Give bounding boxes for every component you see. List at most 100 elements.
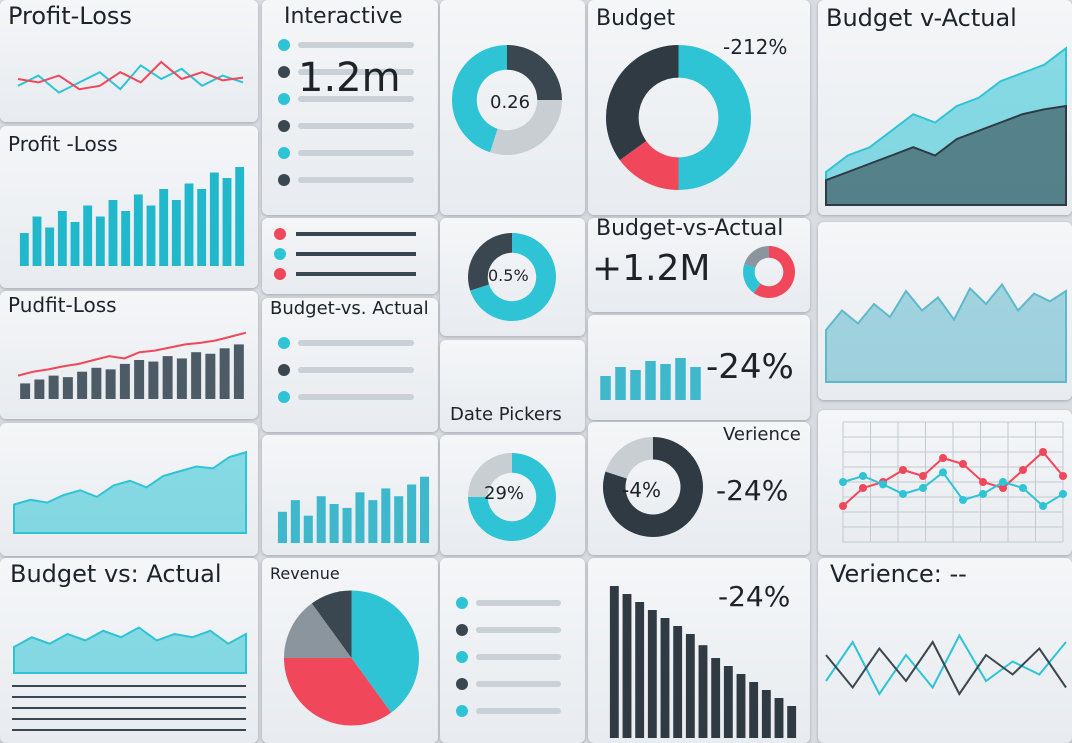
bar — [711, 658, 721, 738]
bar — [159, 189, 169, 266]
bar — [121, 211, 131, 266]
list-dot — [278, 147, 290, 159]
list-bar — [298, 340, 414, 346]
bar — [277, 511, 287, 543]
bar — [191, 352, 202, 399]
bar — [222, 178, 232, 266]
panel-graphics — [19, 167, 245, 266]
slice — [603, 437, 703, 537]
bar — [329, 504, 339, 543]
point — [919, 484, 927, 492]
slider-track — [296, 232, 416, 236]
list-bar — [476, 627, 561, 633]
list-dot — [278, 337, 290, 349]
list-bar — [476, 654, 561, 660]
slice — [619, 140, 679, 190]
panel: 0.5% — [440, 218, 585, 336]
bar — [108, 200, 118, 266]
bar — [133, 194, 143, 266]
bar — [45, 227, 55, 266]
panel: 0.26 — [440, 0, 585, 215]
bar — [235, 167, 245, 266]
bar — [660, 364, 671, 400]
panel-text: Pudfit-Loss — [8, 293, 117, 317]
point — [859, 484, 867, 492]
slice — [490, 100, 562, 155]
point — [1039, 502, 1047, 510]
bar — [48, 375, 59, 399]
slice — [753, 246, 795, 298]
bar — [77, 371, 88, 399]
list-dot — [456, 651, 468, 663]
area — [13, 626, 247, 674]
list-bar — [476, 708, 561, 714]
bar — [62, 377, 73, 399]
bar — [647, 610, 657, 738]
slider-track — [296, 252, 416, 256]
bar — [91, 367, 102, 399]
panel-text: -4% — [622, 478, 661, 502]
list-dot — [456, 624, 468, 636]
slice — [468, 453, 512, 497]
bar — [645, 361, 656, 400]
bar — [197, 189, 207, 266]
panel: Revenue — [262, 558, 438, 743]
bar — [394, 496, 404, 543]
slice — [452, 45, 507, 153]
bar — [19, 233, 29, 266]
bar — [381, 488, 391, 543]
slice — [311, 590, 352, 658]
panel: Pudfit-Loss — [0, 291, 258, 419]
panel-graphics — [603, 437, 703, 537]
list-bar — [298, 69, 414, 75]
area — [825, 282, 1067, 383]
bar — [119, 363, 130, 399]
panel-graphics — [17, 331, 247, 399]
panel — [262, 218, 438, 294]
bar — [184, 183, 194, 266]
point — [859, 472, 867, 480]
bar — [407, 484, 417, 543]
panel-graphics — [468, 453, 556, 541]
bar — [70, 222, 80, 266]
point — [899, 490, 907, 498]
point — [999, 484, 1007, 492]
panel-text: -24% — [716, 474, 789, 507]
bar — [673, 626, 683, 738]
bar — [685, 634, 695, 738]
bar — [146, 205, 156, 266]
bar — [355, 492, 365, 543]
panel-text: 1.2m — [298, 55, 401, 101]
panel-graphics — [277, 476, 430, 543]
list-dot — [456, 597, 468, 609]
panel-text: Interactive — [284, 4, 403, 29]
bar — [774, 698, 784, 738]
point — [959, 496, 967, 504]
bar — [690, 367, 701, 400]
bar — [57, 211, 67, 266]
panel-text: Date Pickers — [450, 404, 562, 425]
bar — [420, 476, 430, 543]
line — [825, 640, 1067, 696]
bar — [32, 216, 42, 266]
slice — [284, 658, 392, 726]
panel-graphics — [274, 228, 416, 280]
point — [1019, 484, 1027, 492]
panel: Budget-vs. Actual — [262, 298, 438, 432]
line — [17, 331, 247, 377]
panel-graphics — [606, 45, 752, 190]
panel: Budget -212% — [588, 0, 810, 215]
panel-text: -24% — [706, 347, 794, 387]
list-bar — [476, 600, 561, 606]
point — [879, 480, 887, 489]
list-dot — [278, 120, 290, 132]
slice — [507, 45, 562, 100]
panel-text: Profit -Loss — [8, 132, 118, 156]
panel-text: Budget-vs. Actual — [270, 298, 429, 319]
list-bar — [298, 150, 414, 156]
bar — [219, 348, 230, 399]
list-dot — [278, 174, 290, 186]
panel: Budget v-Actual — [818, 0, 1072, 215]
slice — [743, 263, 761, 294]
panel-text: +1.2M — [592, 248, 711, 289]
